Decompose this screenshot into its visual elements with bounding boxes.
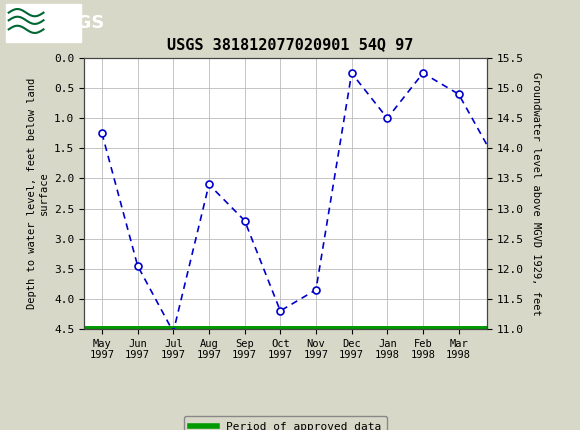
Text: USGS: USGS (49, 14, 104, 31)
Bar (6, 3, 81, 42)
Y-axis label: Depth to water level, feet below land
surface: Depth to water level, feet below land su… (27, 78, 49, 309)
Text: USGS 381812077020901 54Q 97: USGS 381812077020901 54Q 97 (167, 37, 413, 52)
Y-axis label: Groundwater level above MGVD 1929, feet: Groundwater level above MGVD 1929, feet (531, 72, 541, 315)
Legend: Period of approved data: Period of approved data (184, 416, 387, 430)
